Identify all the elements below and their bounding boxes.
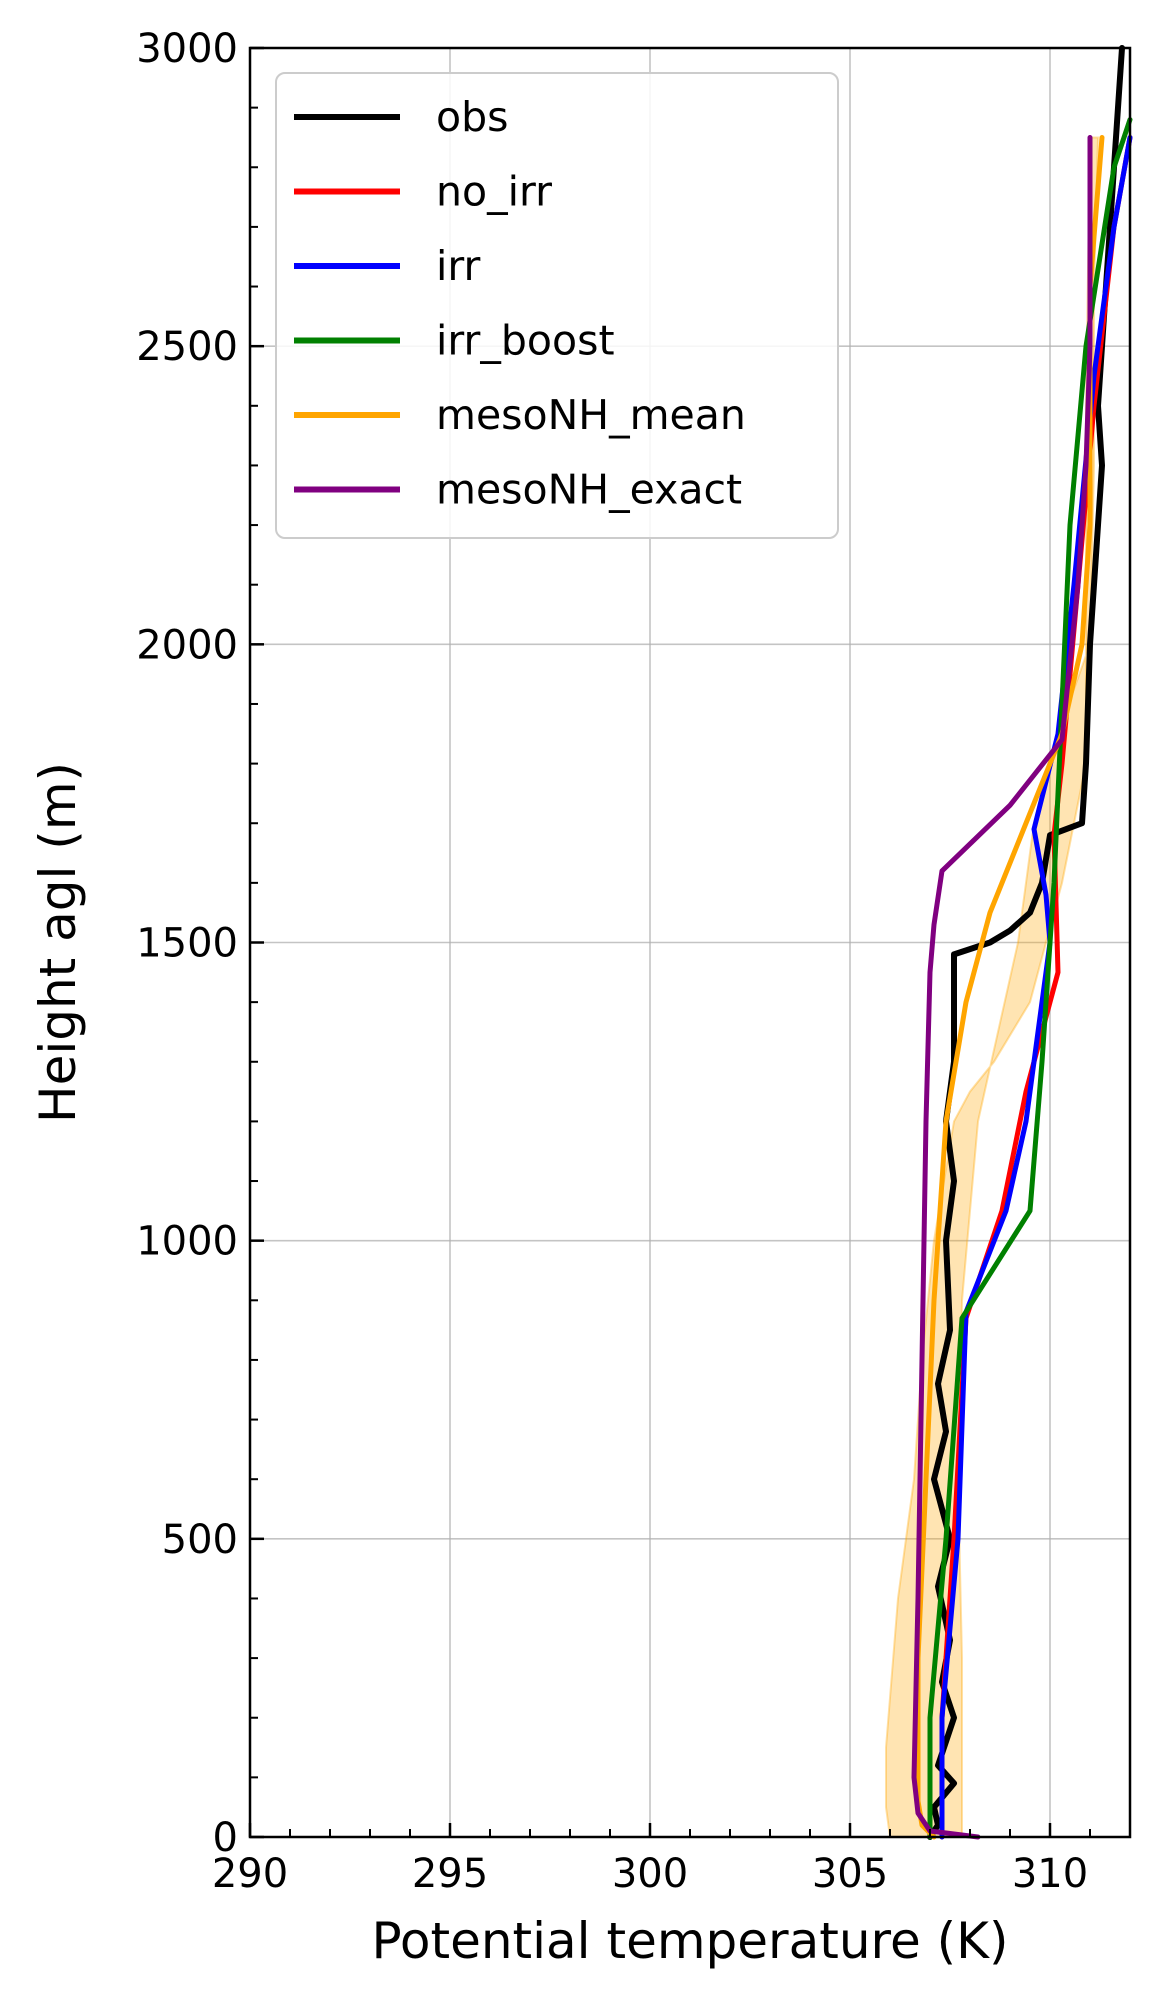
series-line-no_irr bbox=[939, 135, 1133, 1840]
legend-label-obs: obs bbox=[436, 93, 508, 141]
y-tick-label: 1000 bbox=[136, 1219, 238, 1265]
y-tick-label: 2500 bbox=[136, 324, 238, 370]
legend-label-mesoNH_exact: mesoNH_exact bbox=[436, 466, 742, 514]
y-tick-label: 3000 bbox=[136, 26, 238, 72]
x-tick-label: 295 bbox=[412, 1851, 488, 1897]
series-line-mesoNH_mean bbox=[915, 135, 1105, 1840]
series-lines bbox=[911, 45, 1133, 1840]
x-tick-label: 305 bbox=[812, 1851, 888, 1897]
y-tick-label: 0 bbox=[213, 1815, 238, 1861]
legend-label-mesoNH_mean: mesoNH_mean bbox=[436, 391, 746, 439]
x-axis-label: Potential temperature (K) bbox=[372, 1912, 1009, 1970]
x-tick-label: 290 bbox=[212, 1851, 288, 1897]
legend-label-irr_boost: irr_boost bbox=[436, 317, 615, 365]
axis-ticks: 290 295 300 305 310 0 500 1000 1500 2000 2500 3000 bbox=[136, 26, 1131, 1897]
x-tick-label: 300 bbox=[612, 1851, 688, 1897]
legend-box bbox=[275, 72, 839, 539]
y-axis-label: Height agl (m) bbox=[29, 762, 87, 1123]
legend-label-no_irr: no_irr bbox=[436, 168, 552, 216]
y-tick-label: 2000 bbox=[136, 622, 238, 668]
y-tick-label: 1500 bbox=[136, 921, 238, 967]
legend-label-irr: irr bbox=[436, 242, 481, 290]
x-tick-label: 310 bbox=[1012, 1851, 1088, 1897]
y-tick-label: 500 bbox=[162, 1517, 238, 1563]
series-line-mesoNH_exact bbox=[911, 135, 1093, 1840]
